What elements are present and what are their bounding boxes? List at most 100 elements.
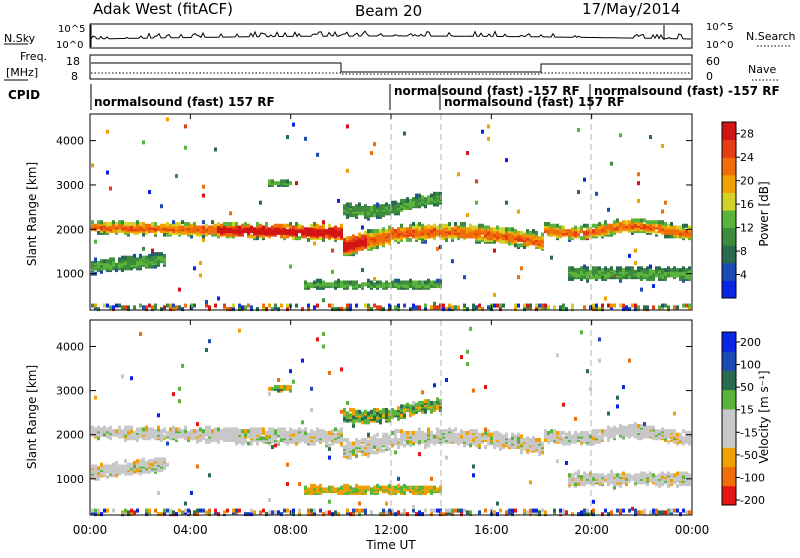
heatmap-cell bbox=[148, 257, 151, 262]
heatmap-cell bbox=[178, 221, 181, 226]
heatmap-cell bbox=[400, 404, 403, 409]
heatmap-cell bbox=[172, 303, 175, 308]
heatmap-cell bbox=[655, 508, 658, 513]
heatmap-cell bbox=[418, 193, 421, 198]
heatmap-cell bbox=[592, 499, 595, 504]
heatmap-cell bbox=[367, 278, 370, 283]
heatmap-cell bbox=[136, 459, 139, 464]
freq-frame bbox=[89, 54, 693, 80]
heatmap-cell bbox=[598, 266, 601, 271]
heatmap-cell bbox=[526, 303, 529, 308]
heatmap-cell bbox=[214, 147, 217, 152]
heatmap-cell bbox=[364, 485, 367, 490]
heatmap-cell bbox=[238, 439, 241, 444]
heatmap-cell bbox=[628, 253, 631, 258]
heatmap-cell bbox=[130, 462, 133, 467]
heatmap-cell bbox=[685, 229, 688, 234]
heatmap-cell bbox=[514, 232, 517, 237]
heatmap-cell bbox=[598, 269, 601, 274]
heatmap-cell bbox=[619, 266, 622, 271]
heatmap-cell bbox=[601, 512, 604, 517]
heatmap-cell bbox=[205, 425, 208, 430]
heatmap-cell bbox=[298, 508, 301, 513]
heatmap-cell bbox=[607, 411, 610, 416]
heatmap-cell bbox=[103, 303, 106, 308]
heatmap-cell bbox=[646, 305, 649, 310]
heatmap-cell bbox=[595, 439, 598, 444]
heatmap-cell bbox=[667, 480, 670, 485]
heatmap-cell bbox=[448, 221, 451, 226]
heatmap-cell bbox=[112, 462, 115, 467]
heatmap-cell bbox=[385, 501, 388, 506]
heatmap-cell bbox=[346, 418, 349, 423]
heatmap-cell bbox=[613, 269, 616, 274]
heatmap-cell bbox=[571, 482, 574, 487]
y-tick-label: 3000 bbox=[56, 385, 84, 398]
heatmap-cell bbox=[583, 430, 586, 435]
heatmap-cell bbox=[295, 303, 298, 308]
heatmap-cell bbox=[202, 234, 205, 239]
heatmap-cell bbox=[121, 429, 124, 434]
heatmap-cell bbox=[589, 386, 592, 391]
heatmap-cell bbox=[598, 337, 601, 342]
heatmap-cell bbox=[592, 476, 595, 481]
heatmap-cell bbox=[157, 457, 160, 462]
heatmap-cell bbox=[247, 303, 250, 308]
heatmap-cell bbox=[340, 223, 343, 228]
heatmap-cell bbox=[496, 430, 499, 435]
heatmap-cell bbox=[649, 425, 652, 430]
heatmap-cell bbox=[328, 227, 331, 232]
heatmap-cell bbox=[502, 239, 505, 244]
heatmap-cell bbox=[244, 512, 247, 517]
heatmap-cell bbox=[256, 221, 259, 226]
heatmap-cell bbox=[262, 508, 265, 513]
heatmap-cell bbox=[538, 438, 541, 442]
heatmap-cell bbox=[292, 229, 295, 234]
heatmap-cell bbox=[154, 252, 157, 257]
heatmap-cell bbox=[682, 508, 685, 513]
heatmap-cell bbox=[340, 280, 343, 285]
heatmap-cell bbox=[145, 305, 148, 310]
heatmap-cell bbox=[562, 303, 565, 308]
heatmap-cell bbox=[604, 296, 607, 301]
colorbar-swatch bbox=[722, 447, 736, 468]
heatmap-cell bbox=[208, 305, 211, 310]
heatmap-cell bbox=[316, 152, 319, 157]
heatmap-cell bbox=[379, 413, 382, 418]
heatmap-cell bbox=[352, 234, 355, 239]
heatmap-cell bbox=[640, 271, 643, 276]
heatmap-cell bbox=[394, 485, 397, 490]
heatmap-cell bbox=[526, 510, 529, 515]
nsky-tick-top: 10^5 bbox=[58, 24, 85, 35]
heatmap-cell bbox=[244, 221, 247, 226]
heatmap-cell bbox=[688, 303, 691, 308]
heatmap-cell bbox=[202, 508, 205, 513]
heatmap-cell bbox=[292, 379, 295, 384]
heatmap-cell bbox=[397, 227, 400, 232]
heatmap-cell bbox=[271, 386, 274, 391]
heatmap-cell bbox=[112, 508, 115, 513]
heatmap-cell bbox=[376, 245, 379, 250]
heatmap-cell bbox=[346, 307, 349, 312]
heatmap-cell bbox=[403, 443, 406, 448]
heatmap-cell bbox=[364, 448, 367, 453]
heatmap-cell bbox=[286, 229, 289, 234]
heatmap-cell bbox=[412, 485, 415, 490]
freq-tick-top: 18 bbox=[66, 55, 80, 68]
colorbar-tick-label: 15 bbox=[740, 404, 754, 417]
heatmap-cell bbox=[118, 220, 121, 225]
heatmap-cell bbox=[151, 459, 154, 464]
heatmap-cell bbox=[511, 432, 514, 437]
heatmap-cell bbox=[157, 252, 160, 257]
heatmap-cell bbox=[193, 225, 196, 230]
heatmap-cell bbox=[379, 305, 382, 310]
heatmap-cell bbox=[142, 469, 145, 474]
heatmap-cell bbox=[529, 480, 532, 485]
heatmap-cell bbox=[346, 124, 349, 129]
heatmap-cell bbox=[418, 427, 421, 432]
heatmap-cell bbox=[574, 271, 577, 276]
heatmap-cell bbox=[673, 305, 676, 310]
heatmap-cell bbox=[481, 227, 484, 232]
heatmap-cell bbox=[553, 305, 556, 310]
heatmap-cell bbox=[676, 508, 679, 513]
